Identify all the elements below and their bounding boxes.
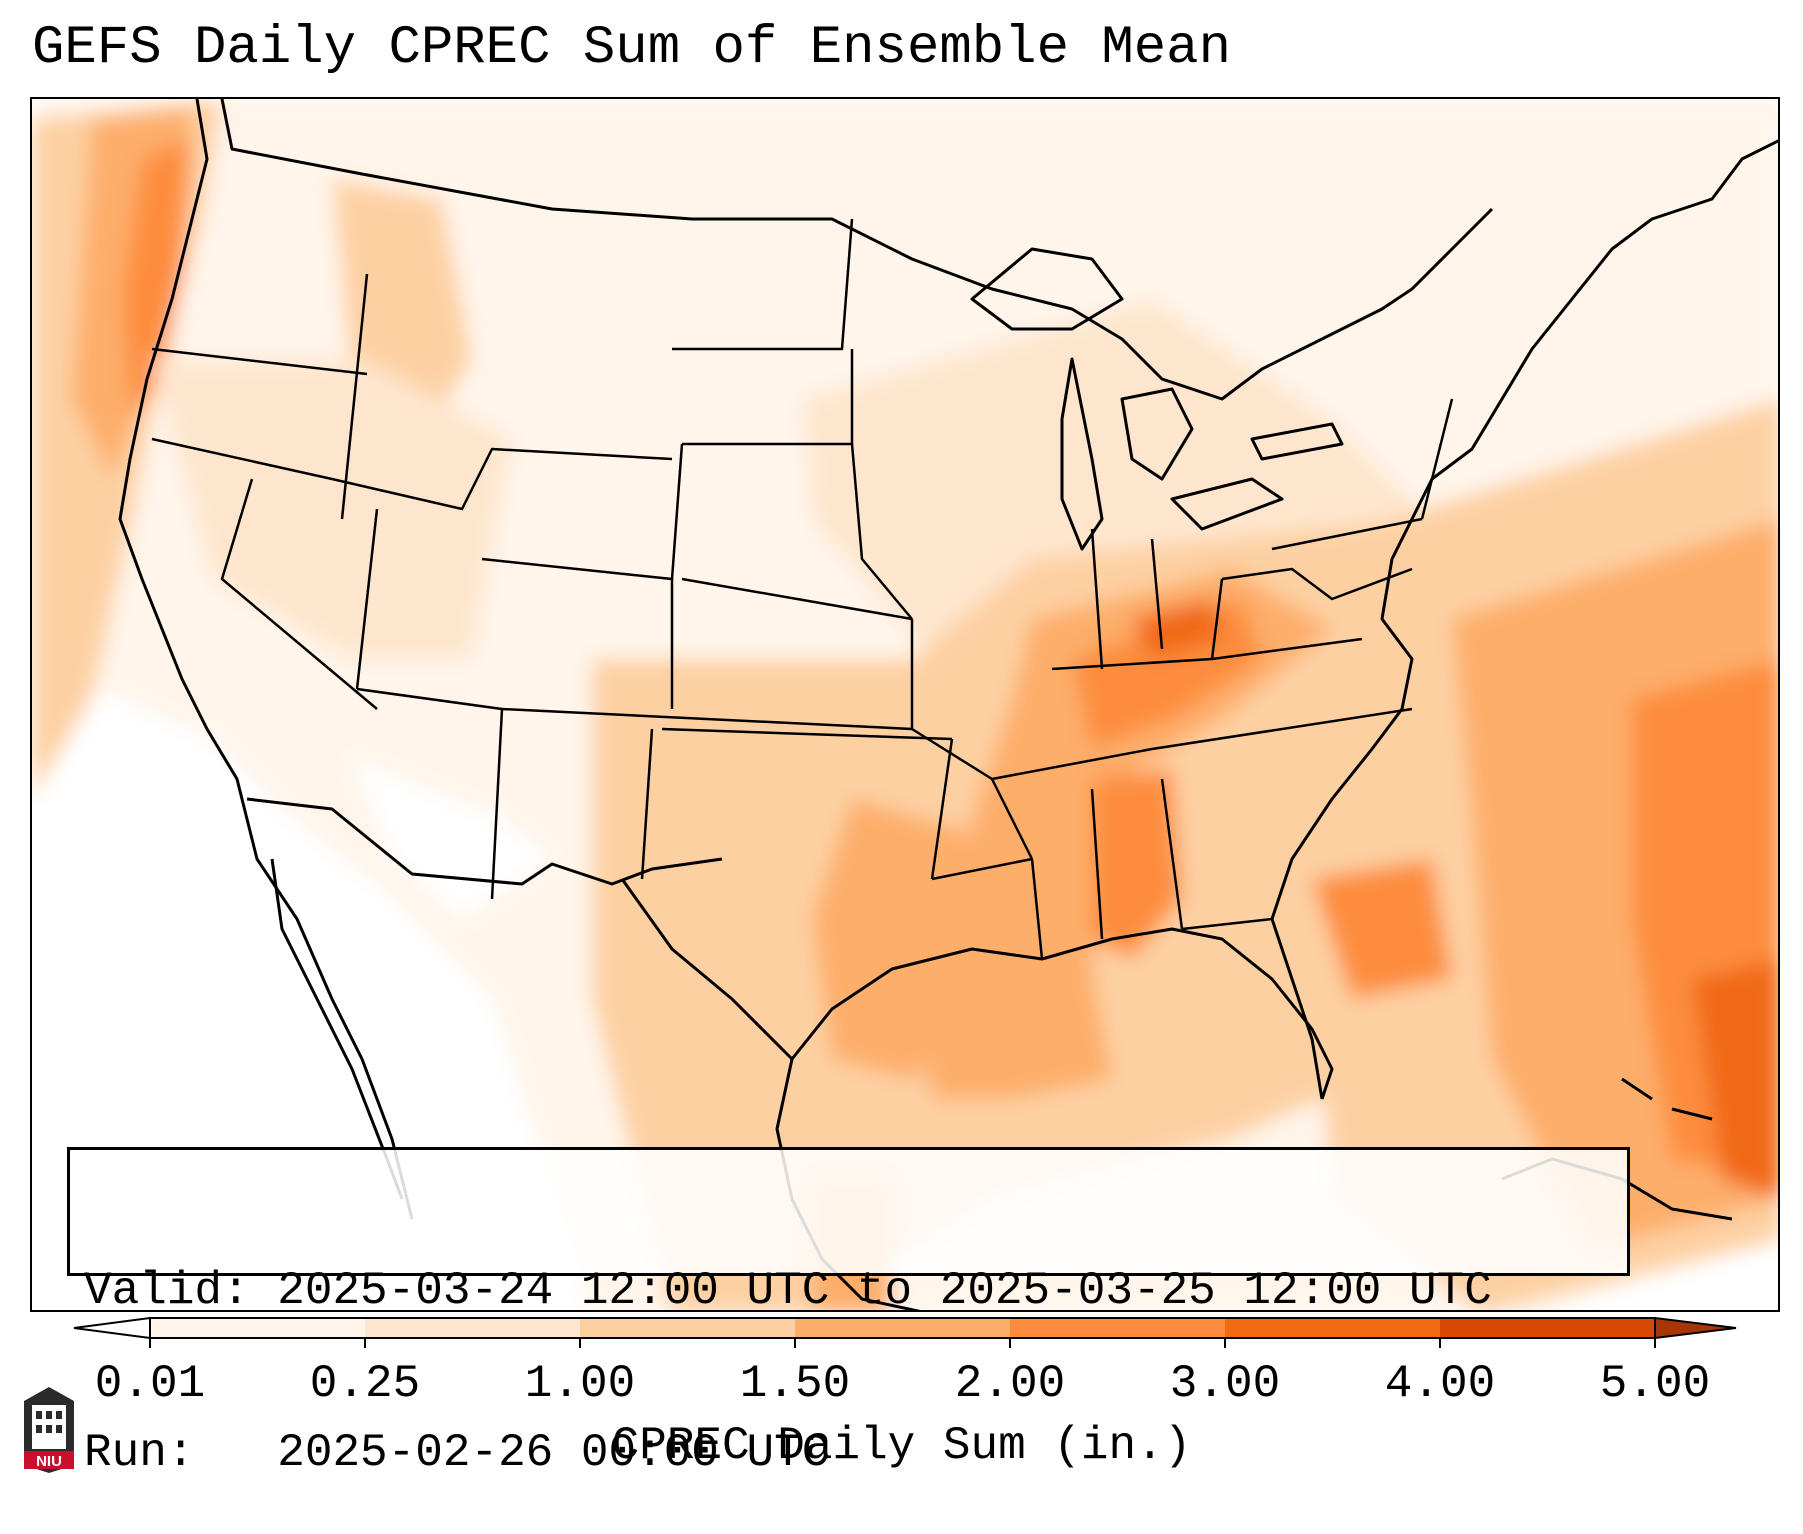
state-border bbox=[1420, 478, 1434, 520]
precip-area-great-basin bbox=[152, 359, 512, 659]
colorbar-segment bbox=[1225, 1318, 1441, 1338]
coastline-gulf bbox=[790, 927, 1334, 1100]
state-border bbox=[670, 443, 684, 580]
colorbar-tick-label: 0.25 bbox=[309, 1358, 421, 1410]
state-border bbox=[1150, 538, 1164, 650]
state-border bbox=[331, 447, 673, 511]
map-title: GEFS Daily CPREC Sum of Ensemble Mean bbox=[32, 18, 1231, 79]
coastline-bahamas bbox=[1671, 1107, 1713, 1121]
precip-area-atlantic-max bbox=[1692, 959, 1778, 1198]
colorbar-tick-label: 2.00 bbox=[954, 1358, 1066, 1410]
colorbar-tick-label: 3.00 bbox=[1169, 1358, 1281, 1410]
state-border bbox=[1271, 517, 1423, 551]
state-border bbox=[1210, 578, 1224, 660]
colorbar-tick-label: 0.01 bbox=[94, 1358, 206, 1410]
state-border bbox=[1221, 567, 1413, 601]
valid-time-text: Valid: 2025-03-24 12:00 UTC to 2025-03-2… bbox=[84, 1265, 1492, 1317]
precip-area-mississippi bbox=[1092, 769, 1182, 959]
colorbar-segment bbox=[1010, 1318, 1226, 1338]
colorbar-under-arrow bbox=[73, 1316, 151, 1340]
precip-map bbox=[32, 99, 1778, 1310]
state-border bbox=[931, 857, 1033, 881]
lake-michigan bbox=[1060, 357, 1104, 551]
state-border bbox=[1430, 398, 1454, 480]
colorbar-tick-label: 1.00 bbox=[524, 1358, 636, 1410]
state-border bbox=[990, 778, 1034, 860]
precip-area-ohio-tennessee bbox=[972, 569, 1332, 999]
colorbar-over-arrow bbox=[1654, 1316, 1737, 1340]
colorbar-ticks bbox=[149, 1338, 1656, 1348]
run-time-text: Run: 2025-02-26 00:00 UTC bbox=[84, 1427, 830, 1479]
state-border bbox=[501, 707, 913, 731]
state-border bbox=[661, 727, 953, 741]
state-border bbox=[1151, 707, 1413, 751]
state-border bbox=[1090, 788, 1104, 940]
state-border bbox=[1030, 858, 1044, 960]
colorbar-segment bbox=[580, 1318, 796, 1338]
colorbar-segment bbox=[1440, 1318, 1656, 1338]
university-building-logo-icon: NIU bbox=[24, 1387, 74, 1473]
coastline-west bbox=[118, 99, 414, 1220]
state-border bbox=[850, 443, 913, 620]
precip-area-dry-southwest bbox=[352, 759, 552, 919]
colorbar-tick-label: 1.50 bbox=[739, 1358, 851, 1410]
colorbar-tick-label: 5.00 bbox=[1599, 1358, 1711, 1410]
state-border bbox=[151, 437, 333, 481]
state-border bbox=[1160, 778, 1184, 930]
valid-run-info-box: Valid: 2025-03-24 12:00 UTC to 2025-03-2… bbox=[67, 1147, 1630, 1479]
state-border bbox=[672, 218, 854, 351]
coastline-east bbox=[1270, 139, 1778, 1100]
colorbar-segment bbox=[150, 1318, 366, 1338]
precip-area-offshore-carolina bbox=[1312, 859, 1452, 999]
state-border bbox=[640, 728, 654, 880]
logo-text: NIU bbox=[36, 1453, 62, 1470]
state-border bbox=[1090, 528, 1104, 670]
lake-erie bbox=[1170, 477, 1284, 531]
colorbar-tick-label: 4.00 bbox=[1384, 1358, 1496, 1410]
border-us-mexico bbox=[246, 797, 723, 886]
colorbar-segment bbox=[795, 1318, 1011, 1338]
precip-fill-layer bbox=[32, 99, 1778, 1310]
colorbar-segments bbox=[73, 1316, 1737, 1340]
map-frame bbox=[30, 97, 1780, 1312]
state-border bbox=[151, 347, 368, 376]
state-border bbox=[930, 738, 954, 880]
colorbar-segment bbox=[365, 1318, 581, 1338]
state-border bbox=[1181, 917, 1273, 931]
border-rio-grande bbox=[620, 878, 794, 1061]
coastline-bahamas bbox=[1621, 1077, 1653, 1101]
state-border bbox=[991, 747, 1153, 781]
border-us-canada bbox=[220, 99, 1494, 401]
precip-area-gulf-coast bbox=[912, 969, 1112, 1099]
lake-huron bbox=[1120, 387, 1194, 481]
colorbar-label: CPREC Daily Sum (in.) bbox=[611, 1420, 1192, 1472]
state-border bbox=[355, 508, 379, 690]
lake-ontario bbox=[1250, 422, 1344, 461]
lake-superior bbox=[970, 247, 1124, 331]
state-border bbox=[220, 478, 378, 710]
boundary-lines bbox=[118, 99, 1778, 1310]
colorbar-outline bbox=[149, 1317, 1656, 1339]
state-border bbox=[340, 273, 369, 520]
precip-area-oregon-coast bbox=[122, 139, 192, 419]
precip-area-tennessee-max bbox=[1132, 599, 1222, 659]
colorbar bbox=[73, 1316, 1737, 1348]
state-border bbox=[681, 577, 913, 621]
